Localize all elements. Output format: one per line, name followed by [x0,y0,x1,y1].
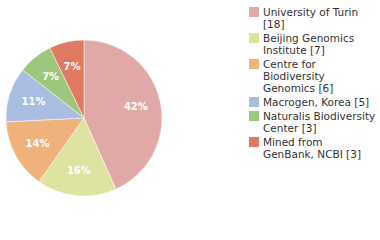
legend-swatch [249,7,259,17]
legend-label-line: [18] [263,18,285,30]
legend-label-line: GenBank, NCBI [3] [263,148,361,160]
legend-label: Naturalis BiodiversityCenter [3] [263,110,375,134]
data-label: 7% [64,61,81,72]
legend-label-line: Biodiversity [263,70,325,82]
legend-swatch [249,33,259,43]
legend-label-line: Institute [7] [263,44,325,56]
data-label: 14% [26,138,50,149]
data-label: 16% [67,165,91,176]
legend-swatch [249,111,259,121]
legend-label: Macrogen, Korea [5] [263,96,369,108]
data-label: 42% [124,101,148,112]
legend-swatch [249,59,259,69]
legend-swatch [249,97,259,107]
legend-swatch [249,137,259,147]
chart: 42%16%14%11%7%7%University of Turin[18]B… [0,0,380,240]
legend-label-line: Centre for [263,58,317,70]
pie: 42% 16% 14% 11% 7% 7% [6,40,162,196]
data-label: 11% [21,96,45,107]
data-label: 7% [42,71,59,82]
legend-label: University of Turin[18] [263,6,358,30]
legend-label: Centre forBiodiversityGenomics [6] [263,58,333,94]
legend-label-line: Beijing Genomics [263,32,354,44]
legend-label: Mined fromGenBank, NCBI [3] [263,136,361,160]
legend: University of Turin[18]Beijing GenomicsI… [249,6,375,160]
legend-label-line: Mined from [263,136,323,148]
legend-label: Beijing GenomicsInstitute [7] [263,32,354,56]
legend-label-line: Genomics [6] [263,82,333,94]
legend-label-line: University of Turin [263,6,358,18]
legend-label-line: Macrogen, Korea [5] [263,96,369,108]
legend-label-line: Center [3] [263,122,317,134]
legend-label-line: Naturalis Biodiversity [263,110,375,122]
